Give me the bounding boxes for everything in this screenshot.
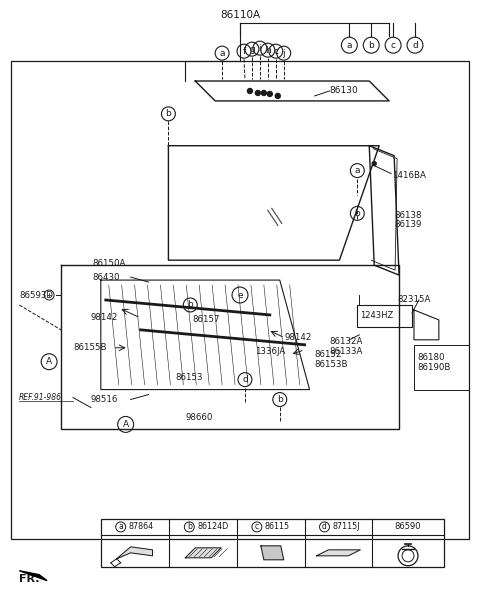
Text: d: d: [412, 41, 418, 50]
Circle shape: [372, 161, 376, 166]
Text: 86590: 86590: [395, 523, 421, 532]
Text: 86153: 86153: [175, 373, 203, 382]
Text: 86155B: 86155B: [73, 343, 107, 352]
Text: 86138: 86138: [394, 211, 421, 220]
Text: a: a: [118, 523, 123, 532]
Text: 1243HZ: 1243HZ: [360, 312, 394, 321]
Text: 86152: 86152: [314, 350, 342, 359]
Text: 98142: 98142: [91, 313, 118, 322]
Text: 86130: 86130: [329, 87, 358, 96]
Text: b: b: [277, 395, 283, 404]
Bar: [414, 345, 468, 389]
Text: 98142: 98142: [285, 333, 312, 342]
Polygon shape: [316, 550, 360, 556]
Text: 86133A: 86133A: [329, 347, 363, 356]
Text: 1416BA: 1416BA: [392, 171, 426, 180]
Text: j: j: [282, 48, 285, 57]
Text: a: a: [347, 41, 352, 50]
Polygon shape: [185, 548, 221, 558]
Text: a: a: [219, 48, 225, 57]
Text: b: b: [166, 109, 171, 118]
Text: e: e: [237, 291, 243, 300]
Text: a: a: [355, 166, 360, 175]
Text: d: d: [242, 375, 248, 384]
Bar: [357, 305, 412, 327]
Circle shape: [248, 89, 252, 93]
Circle shape: [262, 90, 266, 96]
Text: b: b: [187, 300, 193, 310]
Bar: [12, 61, 468, 539]
Polygon shape: [117, 547, 153, 559]
Text: 86115: 86115: [265, 523, 290, 532]
Text: d: d: [322, 523, 327, 532]
Text: i: i: [259, 44, 261, 53]
Text: A: A: [46, 357, 52, 366]
Text: h: h: [265, 45, 271, 54]
Text: 86157: 86157: [192, 315, 220, 324]
Text: 86153B: 86153B: [314, 360, 348, 369]
Text: 86139: 86139: [394, 220, 421, 229]
Text: b: b: [187, 523, 192, 532]
Text: c: c: [255, 523, 259, 532]
Polygon shape: [19, 570, 47, 581]
Text: g: g: [249, 45, 255, 54]
Text: c: c: [273, 47, 278, 56]
Text: 86190B: 86190B: [417, 363, 450, 372]
Circle shape: [276, 93, 280, 99]
Text: 98516: 98516: [91, 395, 118, 404]
Text: b: b: [354, 209, 360, 218]
Text: c: c: [391, 41, 396, 50]
Text: 86593D: 86593D: [19, 291, 53, 300]
Text: f: f: [242, 47, 246, 56]
Polygon shape: [261, 546, 284, 560]
Text: 98660: 98660: [185, 413, 213, 422]
Text: 82315A: 82315A: [397, 295, 431, 304]
Text: 86430: 86430: [93, 273, 120, 282]
Text: 86110A: 86110A: [220, 10, 260, 20]
Circle shape: [267, 91, 272, 96]
Text: 1336JA: 1336JA: [255, 347, 285, 356]
Text: b: b: [368, 41, 374, 50]
Text: REF.91-986: REF.91-986: [19, 393, 62, 402]
Text: 87864: 87864: [129, 523, 154, 532]
Text: 86132A: 86132A: [329, 337, 363, 346]
Text: 86180: 86180: [417, 353, 444, 362]
Circle shape: [255, 90, 260, 96]
Text: FR.: FR.: [19, 573, 40, 584]
Text: 87115J: 87115J: [333, 523, 360, 532]
Text: 86124D: 86124D: [197, 523, 228, 532]
Text: A: A: [122, 420, 129, 429]
Bar: [101, 519, 444, 567]
Text: 86150A: 86150A: [93, 259, 126, 268]
